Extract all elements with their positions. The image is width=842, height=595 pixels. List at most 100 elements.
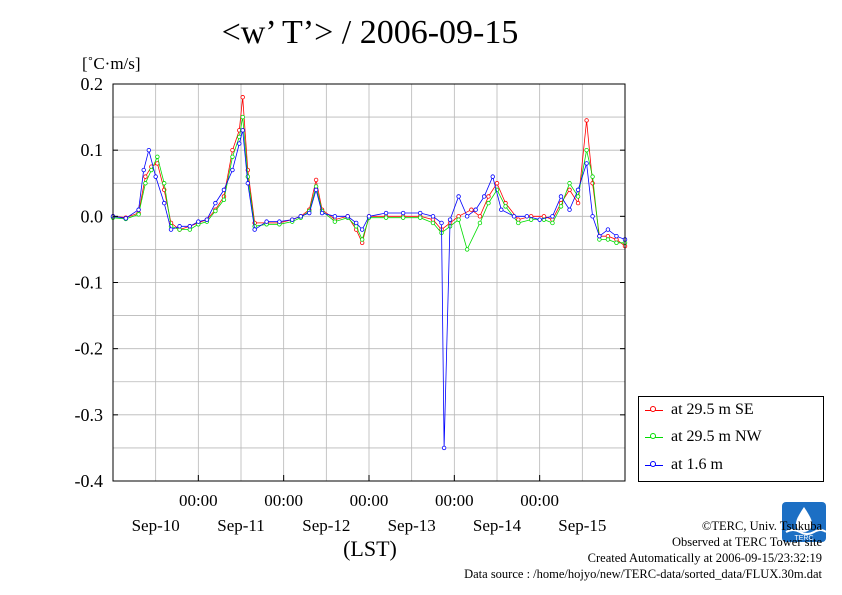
data-point (400, 215, 406, 220)
data-point (575, 194, 581, 199)
day-label: Sep-13 (388, 516, 436, 535)
data-point (196, 219, 201, 224)
footer-copyright: ©TERC, Univ. Tsukuba (701, 519, 822, 533)
legend-item-se: at 29.5 m SE (639, 400, 823, 422)
data-point (123, 216, 128, 221)
data-point (307, 210, 312, 216)
data-point (136, 207, 141, 212)
data-point (230, 154, 235, 159)
x-axis-label: (LST) (343, 536, 397, 561)
logo-text: TERC (794, 535, 813, 542)
data-point (240, 95, 245, 100)
data-point (221, 187, 227, 193)
data-point (590, 174, 595, 179)
data-point (490, 174, 495, 179)
footer-source: Data source : /home/hojyo/new/TERC-data/… (464, 567, 822, 581)
data-point (447, 217, 453, 222)
data-point (237, 141, 242, 146)
data-point (503, 204, 508, 209)
data-point (252, 227, 257, 232)
y-axis-unit-label: [˚C·m/s] (82, 54, 141, 73)
data-point (473, 207, 478, 212)
y-tick-label: 0.2 (81, 74, 104, 94)
data-point (430, 220, 436, 226)
x-tick-label: 00:00 (179, 491, 218, 510)
data-point (456, 194, 461, 199)
data-point (482, 194, 487, 199)
data-point (141, 167, 146, 173)
data-point (187, 224, 192, 229)
data-point (605, 227, 611, 232)
data-point (143, 181, 148, 186)
data-point (597, 233, 602, 239)
data-point (477, 220, 483, 226)
data-point (366, 214, 372, 219)
data-point (161, 181, 167, 186)
data-point (313, 187, 319, 193)
legend-swatch-marker (650, 406, 656, 412)
data-point (494, 181, 500, 186)
data-point (155, 154, 160, 159)
data-point (400, 210, 406, 216)
data-point (168, 227, 174, 232)
chart-title: <w’ T’> / 2006-09-15 (221, 14, 519, 51)
y-tick-label: 0.1 (81, 140, 104, 160)
grid-lines (112, 83, 626, 482)
data-point (439, 220, 444, 226)
terc-logo-icon: TERC (782, 502, 826, 542)
data-point (146, 147, 152, 153)
data-point (230, 147, 235, 153)
footer-created: Created Automatically at 2006-09-15/23:3… (587, 551, 822, 565)
data-point (537, 217, 542, 222)
x-tick-label: 00:00 (264, 491, 303, 510)
day-label: Sep-12 (302, 516, 350, 535)
data-point (332, 214, 338, 219)
day-label: Sep-10 (132, 516, 180, 535)
data-point (264, 219, 269, 224)
data-point (345, 214, 350, 219)
legend-swatch-marker (650, 461, 656, 467)
data-point (567, 207, 572, 212)
legend-item-nw: at 29.5 m NW (639, 427, 823, 449)
legend-item-1-6m: at 1.6 m (639, 455, 823, 477)
data-point (354, 220, 359, 226)
data-point (456, 217, 461, 222)
series-2 (110, 128, 628, 451)
data-point (558, 194, 564, 199)
data-point (359, 237, 365, 242)
data-point (550, 214, 555, 219)
data-point (469, 207, 474, 212)
data-point (584, 147, 589, 153)
data-point (558, 204, 564, 209)
data-point (313, 177, 319, 183)
data-point (213, 208, 218, 214)
data-point (153, 174, 158, 179)
data-point (161, 200, 167, 206)
x-tick-label: 00:00 (350, 491, 389, 510)
data-point (277, 219, 282, 224)
data-point (486, 194, 491, 199)
data-point (575, 200, 581, 206)
y-tick-label: -0.4 (75, 471, 104, 491)
day-label: Sep-11 (217, 516, 265, 535)
data-point (221, 197, 227, 202)
chart-legend: at 29.5 m SE at 29.5 m NW at 1.6 m (638, 396, 824, 482)
data-point (149, 167, 154, 173)
y-tick-label: -0.1 (75, 273, 104, 293)
data-point (584, 161, 589, 166)
data-point (332, 219, 338, 224)
data-point (177, 224, 182, 229)
data-point (418, 210, 423, 216)
day-label: Sep-14 (473, 516, 522, 535)
data-point (614, 240, 619, 245)
legend-label: at 29.5 m SE (671, 401, 754, 418)
y-tick-label: -0.3 (75, 405, 104, 425)
day-label: Sep-15 (558, 516, 606, 535)
legend-label: at 1.6 m (671, 456, 723, 473)
data-point (614, 233, 619, 239)
data-point (143, 174, 148, 179)
data-point (359, 227, 365, 232)
y-tick-label: -0.2 (75, 339, 104, 359)
data-point (245, 174, 251, 179)
